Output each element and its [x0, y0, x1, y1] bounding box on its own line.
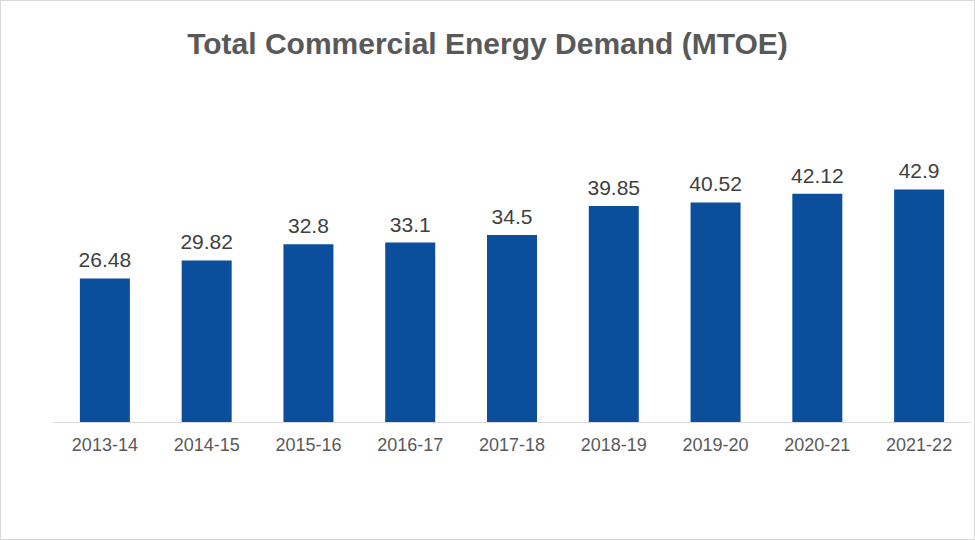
svg-text:2013-14: 2013-14 [72, 435, 138, 455]
svg-text:2014-15: 2014-15 [174, 435, 240, 455]
svg-text:2017-18: 2017-18 [479, 435, 545, 455]
svg-text:2018-19: 2018-19 [581, 435, 647, 455]
svg-text:32.8: 32.8 [288, 214, 329, 237]
svg-text:2021-22: 2021-22 [886, 435, 952, 455]
svg-text:40.52: 40.52 [689, 172, 742, 195]
svg-text:33.1: 33.1 [390, 213, 431, 236]
svg-text:Total Commercial Energy Demand: Total Commercial Energy Demand (MTOE) [187, 27, 788, 60]
svg-text:2019-20: 2019-20 [683, 435, 749, 455]
svg-text:42.9: 42.9 [899, 159, 940, 182]
svg-text:34.5: 34.5 [492, 205, 533, 228]
svg-text:2020-21: 2020-21 [784, 435, 850, 455]
svg-text:29.82: 29.82 [180, 230, 233, 253]
svg-text:2015-16: 2015-16 [275, 435, 341, 455]
svg-text:42.12: 42.12 [791, 164, 844, 187]
svg-text:26.48: 26.48 [79, 248, 132, 271]
svg-text:39.85: 39.85 [587, 176, 640, 199]
svg-text:2016-17: 2016-17 [377, 435, 443, 455]
